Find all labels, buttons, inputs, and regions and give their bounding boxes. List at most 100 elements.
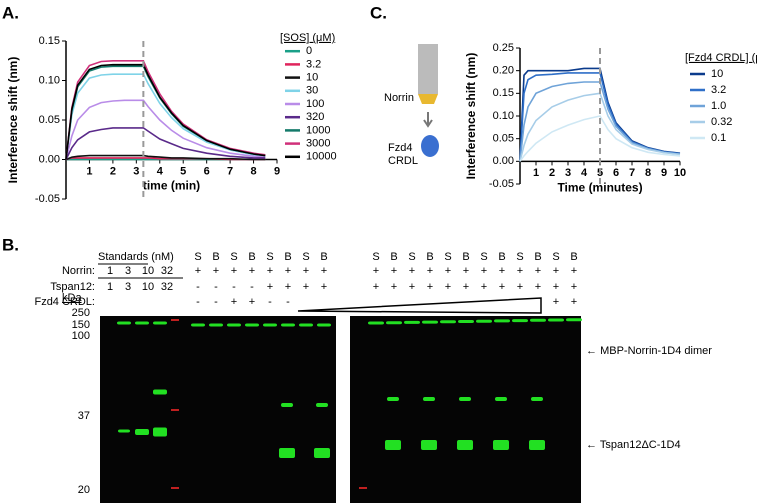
series-line [65,127,266,160]
series-line [519,115,681,162]
cell: - [214,296,218,308]
y-tick-label: -0.05 [489,178,514,190]
y-tick-label: 0.10 [493,110,514,122]
cell: + [195,265,201,277]
x-tick-label: 1 [86,165,92,177]
cell: 3 [125,281,131,293]
band [458,320,474,323]
band [153,389,167,395]
band [512,319,528,323]
legend-title: [Fzd4 CRDL] (μM) [685,52,757,64]
cell: + [285,281,291,293]
cell: + [553,281,559,293]
band [279,448,295,458]
y-tick-label: 0.10 [39,74,60,86]
band [494,319,510,323]
band [385,440,401,450]
x-tick-label: 8 [250,165,256,177]
cell: + [481,281,487,293]
x-tick-label: 3 [565,167,571,179]
lane-label: B [212,251,219,263]
x-axis-label: time (min) [143,179,200,193]
y-tick-label: 0.00 [493,155,514,167]
gel [100,316,336,503]
band [135,429,149,435]
band [117,321,131,325]
cell: + [267,281,273,293]
size-marker: 100 [72,330,90,342]
legend-label: 1000 [306,124,330,136]
series-line [519,92,681,162]
band [421,440,437,450]
x-tick-label: 5 [180,165,186,177]
band [529,440,545,450]
lane-label: B [570,251,577,263]
x-axis-label: Time (minutes) [557,181,642,195]
y-tick-label: 0.05 [39,114,60,126]
lane-label: S [480,251,487,263]
band [153,427,167,437]
lane-label: S [516,251,523,263]
legend-label: 100 [306,98,324,110]
band [493,440,509,450]
cell: + [463,281,469,293]
cell: + [499,281,505,293]
cell: + [499,265,505,277]
band [153,321,167,325]
x-tick-label: 9 [661,167,667,179]
lane-label: S [444,251,451,263]
cell: + [481,265,487,277]
cell: 10 [142,281,154,293]
y-tick-label: 0.15 [493,87,514,99]
x-tick-label: 2 [549,167,555,179]
band [387,397,399,401]
lane-label: B [498,251,505,263]
size-marker: 37 [78,410,90,422]
cell: - [250,281,254,293]
legend-label: 0.1 [711,132,726,144]
x-tick-label: 4 [581,167,588,179]
cell: + [427,281,433,293]
series-line [65,63,266,160]
band [245,323,259,327]
cell: - [232,281,236,293]
y-tick-label: 0.05 [493,133,514,145]
cell: 32 [161,265,173,277]
band [440,320,456,324]
cell: + [267,265,273,277]
lane-label: S [372,251,379,263]
lane-label: S [302,251,309,263]
lane-label: S [230,251,237,263]
size-marker: 250 [72,307,90,319]
x-tick-label: 4 [157,165,164,177]
lane-label: B [320,251,327,263]
legend-title: [SOS] (μM) [280,32,335,44]
series-line [65,65,266,160]
cell: + [571,296,577,308]
band [191,323,205,327]
y-tick-label: 0.15 [39,35,60,47]
legend-label: 10 [306,72,318,84]
cell: + [553,265,559,277]
cell: + [535,281,541,293]
band-label: ← Tspan12ΔC-1D4 [586,439,681,451]
lane-label: B [284,251,291,263]
band-label-text: MBP-Norrin-1D4 dimer [600,345,712,357]
x-tick-label: 3 [133,165,139,177]
row-label: Fzd4 CRDL: [34,296,95,308]
lane-label: B [462,251,469,263]
cell: + [303,281,309,293]
lane-label: S [408,251,415,263]
x-tick-label: 1 [533,167,539,179]
band [457,440,473,450]
series-line [65,73,266,160]
lane-label: S [194,251,201,263]
cell: + [427,265,433,277]
cell: + [445,265,451,277]
x-tick-label: 10 [674,167,686,179]
cell: 32 [161,281,173,293]
band [281,403,293,407]
legend-label: 3.2 [711,84,726,96]
fzd4-icon [421,135,439,157]
